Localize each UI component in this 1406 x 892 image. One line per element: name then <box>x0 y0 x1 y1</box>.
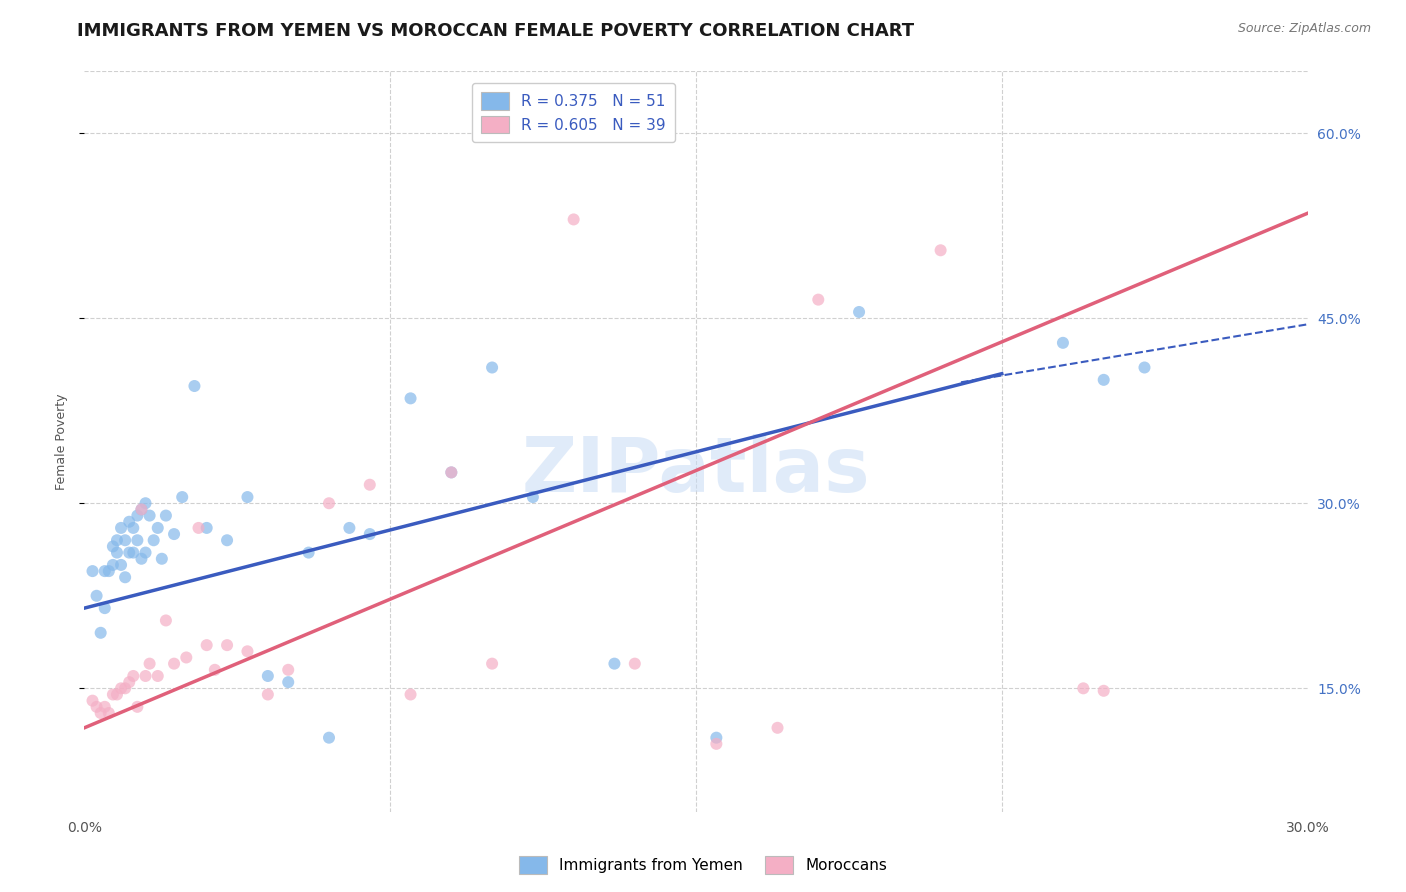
Point <box>131 502 153 516</box>
Point <box>195 638 218 652</box>
Point <box>131 551 153 566</box>
Point <box>399 392 422 406</box>
Point <box>86 589 108 603</box>
Point <box>122 521 145 535</box>
Point <box>90 625 112 640</box>
Point <box>440 466 463 480</box>
Point <box>217 638 239 652</box>
Point <box>138 657 160 671</box>
Point <box>110 558 132 572</box>
Point <box>257 669 280 683</box>
Point <box>1092 373 1115 387</box>
Point <box>440 466 463 480</box>
Point <box>97 706 120 720</box>
Point <box>172 490 194 504</box>
Point <box>277 675 299 690</box>
Point <box>118 515 141 529</box>
Point <box>277 663 299 677</box>
Point <box>155 614 177 628</box>
Point <box>481 657 503 671</box>
Point <box>93 564 115 578</box>
Point <box>150 551 173 566</box>
Point <box>127 533 149 548</box>
Point <box>603 657 626 671</box>
Point <box>142 533 165 548</box>
Point <box>135 545 157 560</box>
Point <box>93 699 115 714</box>
Point <box>122 545 145 560</box>
Point <box>122 669 145 683</box>
Point <box>127 508 149 523</box>
Point <box>236 644 259 658</box>
Point <box>706 731 728 745</box>
Point <box>195 521 218 535</box>
Point <box>127 699 149 714</box>
Point <box>359 527 381 541</box>
Point <box>146 521 169 535</box>
Point <box>101 688 124 702</box>
Point <box>155 508 177 523</box>
Text: IMMIGRANTS FROM YEMEN VS MOROCCAN FEMALE POVERTY CORRELATION CHART: IMMIGRANTS FROM YEMEN VS MOROCCAN FEMALE… <box>77 22 914 40</box>
Point <box>204 663 226 677</box>
Point <box>114 533 136 548</box>
Legend: Immigrants from Yemen, Moroccans: Immigrants from Yemen, Moroccans <box>513 850 893 880</box>
Point <box>86 699 108 714</box>
Point <box>105 688 128 702</box>
Point <box>318 731 340 745</box>
Point <box>93 601 115 615</box>
Point <box>82 694 104 708</box>
Point <box>1052 335 1074 350</box>
Point <box>1133 360 1156 375</box>
Point <box>339 521 361 535</box>
Text: ZIPatlas: ZIPatlas <box>522 434 870 508</box>
Point <box>118 675 141 690</box>
Point <box>848 305 870 319</box>
Point <box>217 533 239 548</box>
Point <box>298 545 321 560</box>
Point <box>118 545 141 560</box>
Point <box>399 688 422 702</box>
Point <box>138 508 160 523</box>
Point <box>1092 683 1115 698</box>
Point <box>318 496 340 510</box>
Point <box>114 681 136 696</box>
Point <box>174 650 197 665</box>
Point <box>359 477 381 491</box>
Point <box>90 706 112 720</box>
Point <box>706 737 728 751</box>
Legend: R = 0.375   N = 51, R = 0.605   N = 39: R = 0.375 N = 51, R = 0.605 N = 39 <box>472 83 675 143</box>
Point <box>257 688 280 702</box>
Point <box>236 490 259 504</box>
Point <box>131 502 153 516</box>
Point <box>522 490 544 504</box>
Point <box>481 360 503 375</box>
Point <box>187 521 209 535</box>
Point <box>135 496 157 510</box>
Point <box>110 521 132 535</box>
Point <box>1073 681 1095 696</box>
Point <box>105 545 128 560</box>
Point <box>807 293 830 307</box>
Point <box>101 540 124 554</box>
Point <box>114 570 136 584</box>
Point <box>101 558 124 572</box>
Point <box>766 721 789 735</box>
Point <box>105 533 128 548</box>
Point <box>163 527 186 541</box>
Point <box>110 681 132 696</box>
Point <box>163 657 186 671</box>
Point <box>929 244 952 258</box>
Point <box>97 564 120 578</box>
Point <box>146 669 169 683</box>
Point <box>183 379 205 393</box>
Point <box>624 657 647 671</box>
Point <box>562 212 585 227</box>
Y-axis label: Female Poverty: Female Poverty <box>55 393 67 490</box>
Point <box>82 564 104 578</box>
Point <box>135 669 157 683</box>
Text: Source: ZipAtlas.com: Source: ZipAtlas.com <box>1237 22 1371 36</box>
